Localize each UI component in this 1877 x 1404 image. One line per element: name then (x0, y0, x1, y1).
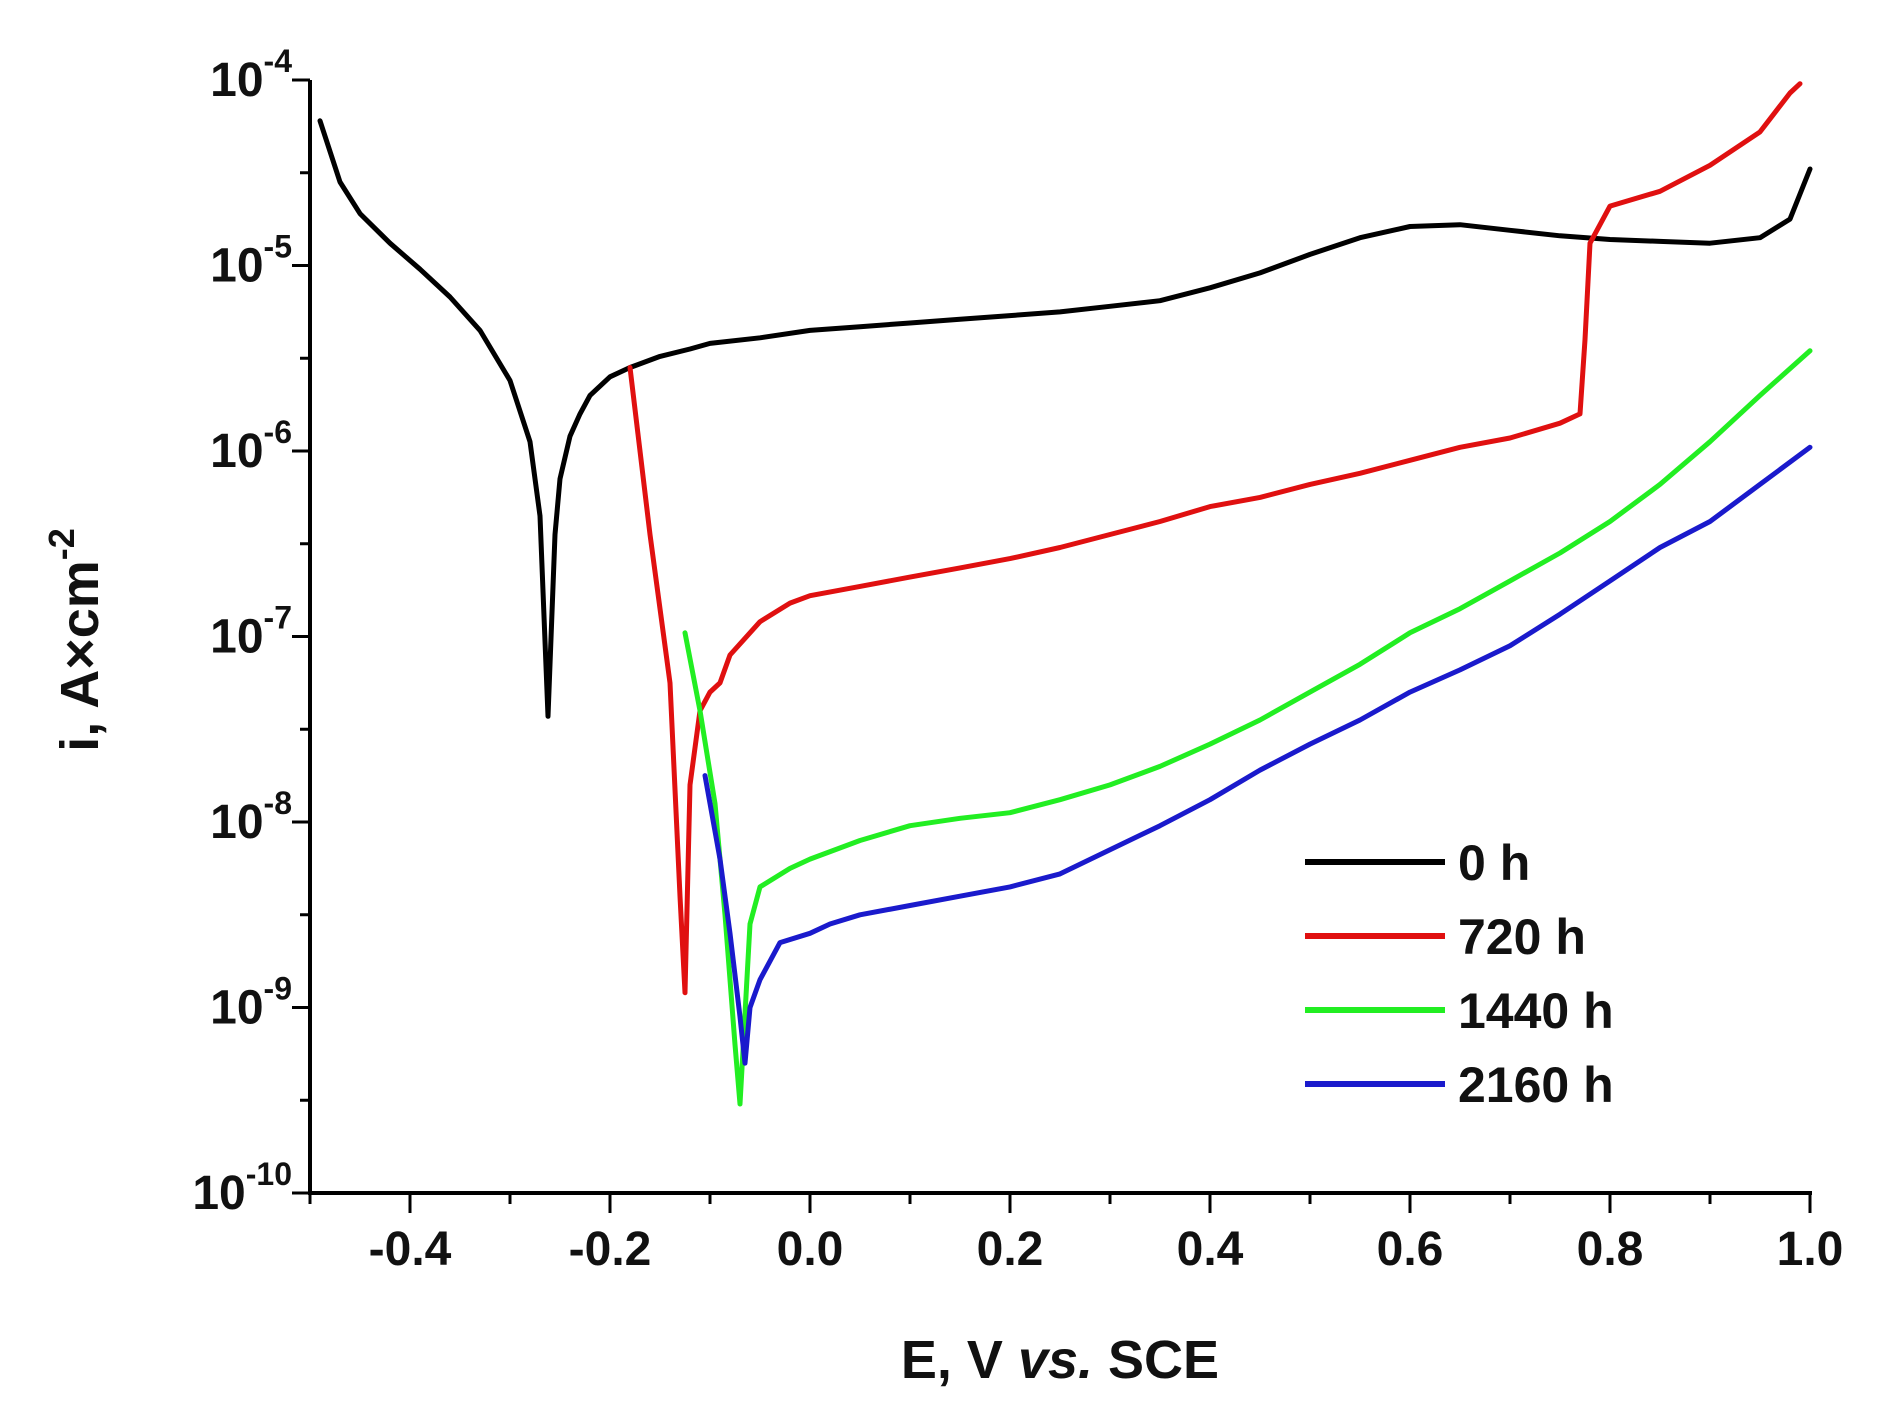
y-tick-base: 10 (192, 1167, 245, 1220)
series-line-720-h (627, 81, 1803, 996)
x-axis-title-main: E, V (901, 1330, 1018, 1390)
y-tick-exponent: -10 (246, 1156, 292, 1192)
x-axis-title-italic: vs. (1018, 1330, 1093, 1390)
x-axis-title: E, V vs. SCE (901, 1330, 1219, 1390)
y-tick-label: 10-9 (210, 971, 292, 1035)
x-tick-label: 1.0 (1777, 1223, 1844, 1276)
x-tick-label: -0.2 (569, 1223, 652, 1276)
y-tick-base: 10 (210, 240, 263, 293)
y-axis-title: i, A×cm-2 (41, 528, 110, 752)
x-tick-label: -0.4 (369, 1223, 452, 1276)
y-tick-label: 10-10 (192, 1156, 292, 1220)
x-tick-label: 0.2 (977, 1223, 1044, 1276)
series-line-2160-h (702, 444, 1813, 1066)
series-line-0-h (317, 118, 1813, 719)
y-axis-title-main: i, A×cm (50, 560, 110, 752)
y-tick-exponent: -7 (264, 600, 292, 636)
x-tick-label: 0.0 (777, 1223, 844, 1276)
plot-lines (317, 81, 1813, 1107)
y-tick-exponent: -9 (264, 971, 292, 1007)
y-tick-base: 10 (210, 425, 263, 478)
series-line-1440-h (682, 348, 1813, 1107)
y-tick-base: 10 (210, 611, 263, 664)
y-tick-label: 10-7 (210, 600, 292, 664)
x-tick-label: 0.6 (1377, 1223, 1444, 1276)
y-tick-label: 10-5 (210, 229, 292, 293)
y-tick-base: 10 (210, 796, 263, 849)
y-tick-base: 10 (210, 982, 263, 1035)
y-ticks: 10-410-510-610-710-810-910-10 (192, 43, 310, 1220)
y-tick-label: 10-8 (210, 785, 292, 849)
x-tick-label: 0.4 (1177, 1223, 1244, 1276)
x-ticks: -0.4 -0.2 0.0 0.2 0.4 0.6 0.8 1.0 (308, 1193, 1844, 1276)
y-tick-exponent: -6 (264, 414, 292, 450)
y-axis-title-sup: -2 (41, 528, 82, 560)
y-tick-label: 10-6 (210, 414, 292, 478)
y-tick-base: 10 (210, 54, 263, 107)
legend-label: 0 h (1458, 835, 1530, 891)
y-tick-exponent: -5 (264, 229, 292, 265)
legend-label: 1440 h (1458, 983, 1614, 1039)
y-tick-label: 10-4 (210, 43, 292, 107)
x-axis-title-tail: SCE (1093, 1330, 1219, 1390)
x-tick-label: 0.8 (1577, 1223, 1644, 1276)
legend: 0 h 720 h 1440 h 2160 h (1305, 835, 1614, 1113)
y-tick-exponent: -4 (264, 43, 293, 79)
legend-label: 720 h (1458, 909, 1586, 965)
y-tick-exponent: -8 (264, 785, 292, 821)
legend-label: 2160 h (1458, 1057, 1614, 1113)
